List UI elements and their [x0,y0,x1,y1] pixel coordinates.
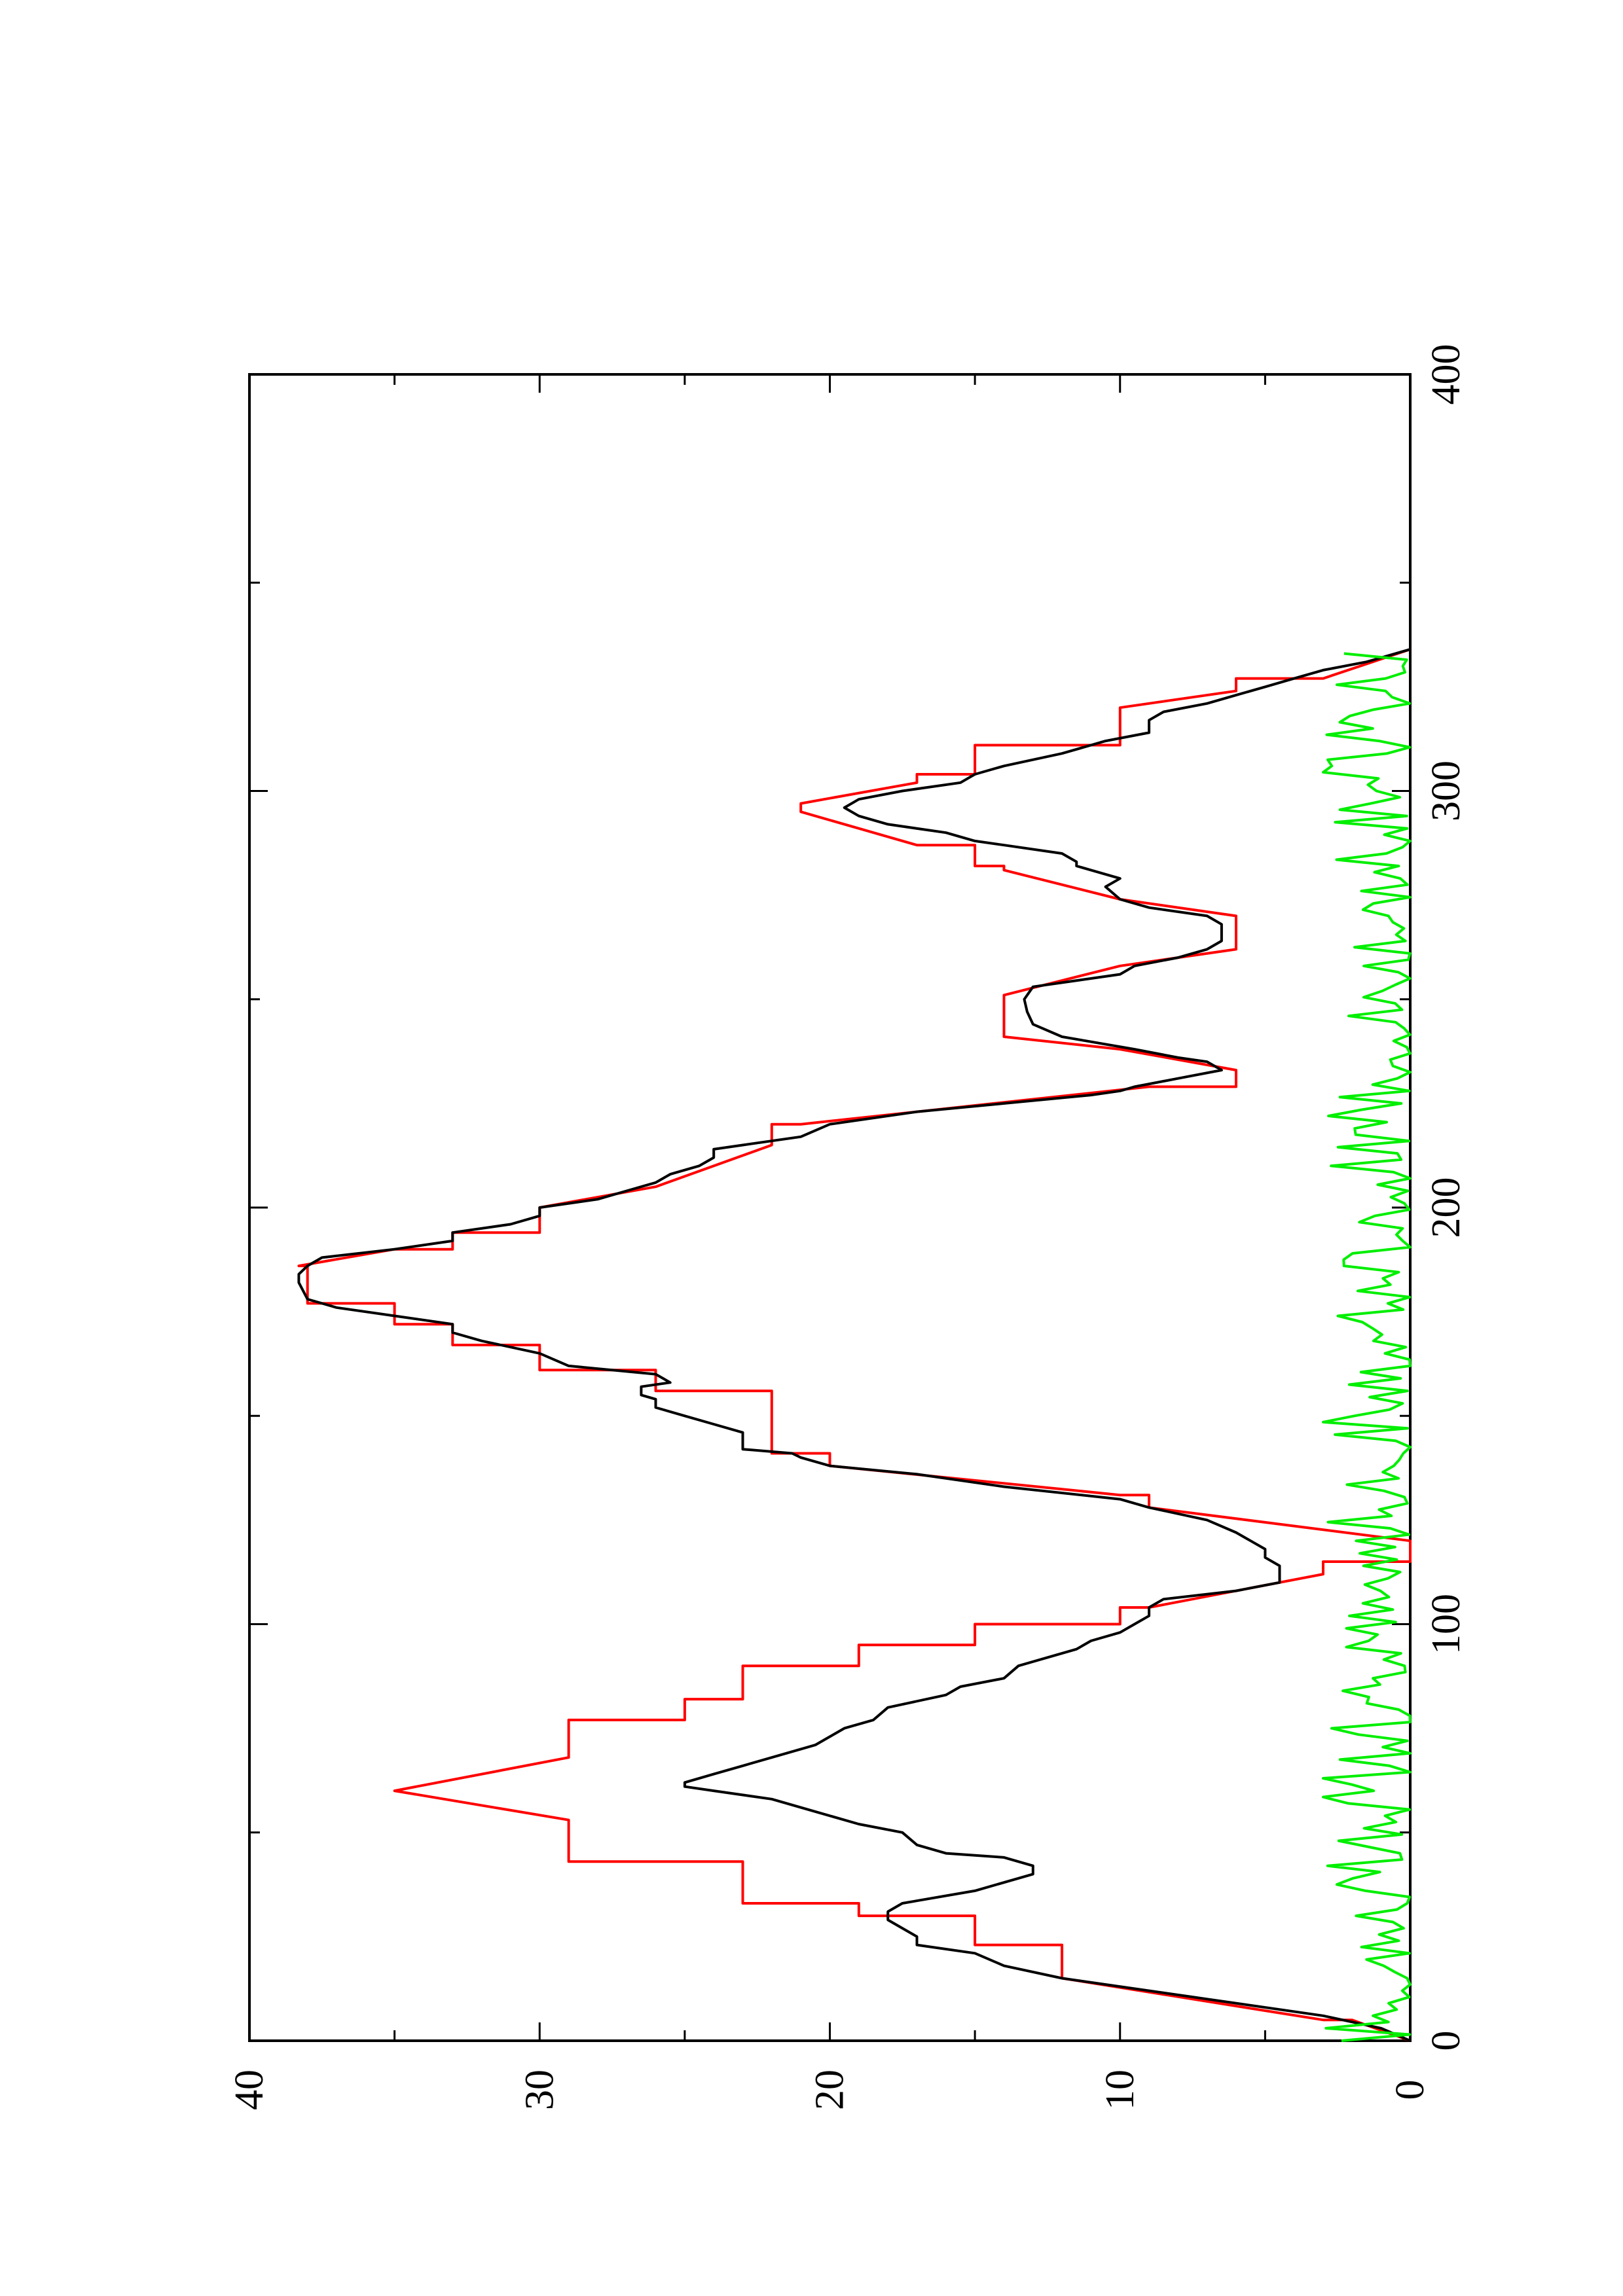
tick-labels: 0 100 200 300 400 0 10 20 30 40 [227,344,1468,2111]
y-tick-label: 30 [517,2070,562,2110]
ticks [248,373,1412,2042]
x-tick-label: 0 [1424,2031,1468,2051]
series-line-0 [297,648,1412,2042]
x-tick-label: 200 [1424,1177,1468,1238]
y-tick-label: 40 [227,2070,272,2110]
series [297,648,1412,2042]
series-line-2 [1322,652,1412,2042]
plot-frame [248,373,1412,2042]
y-tick-label: 10 [1098,2070,1142,2110]
x-tick-label: 400 [1424,344,1468,405]
plot-area: 0 100 200 300 400 0 10 20 30 40 [227,344,1468,2111]
y-tick-label: 0 [1388,2080,1432,2100]
series-line-1 [297,648,1411,2042]
y-tick-label: 20 [808,2070,852,2110]
x-tick-label: 300 [1424,761,1468,821]
x-tick-label: 100 [1424,1594,1468,1655]
